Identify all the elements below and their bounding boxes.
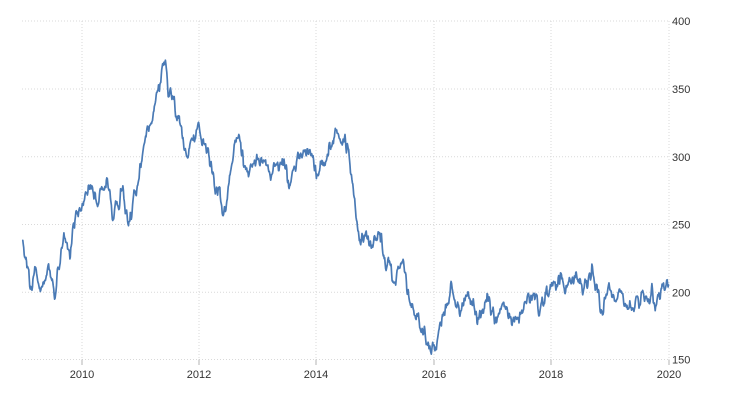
- svg-text:200: 200: [672, 287, 690, 299]
- svg-text:300: 300: [672, 152, 690, 164]
- svg-text:2010: 2010: [70, 369, 94, 381]
- svg-text:2020: 2020: [657, 369, 681, 381]
- svg-text:2012: 2012: [187, 369, 211, 381]
- svg-text:400: 400: [672, 16, 690, 28]
- svg-text:2018: 2018: [539, 369, 563, 381]
- svg-text:150: 150: [672, 355, 690, 367]
- svg-text:2016: 2016: [422, 369, 446, 381]
- svg-text:2014: 2014: [304, 369, 328, 381]
- svg-text:350: 350: [672, 84, 690, 96]
- svg-text:250: 250: [672, 220, 690, 232]
